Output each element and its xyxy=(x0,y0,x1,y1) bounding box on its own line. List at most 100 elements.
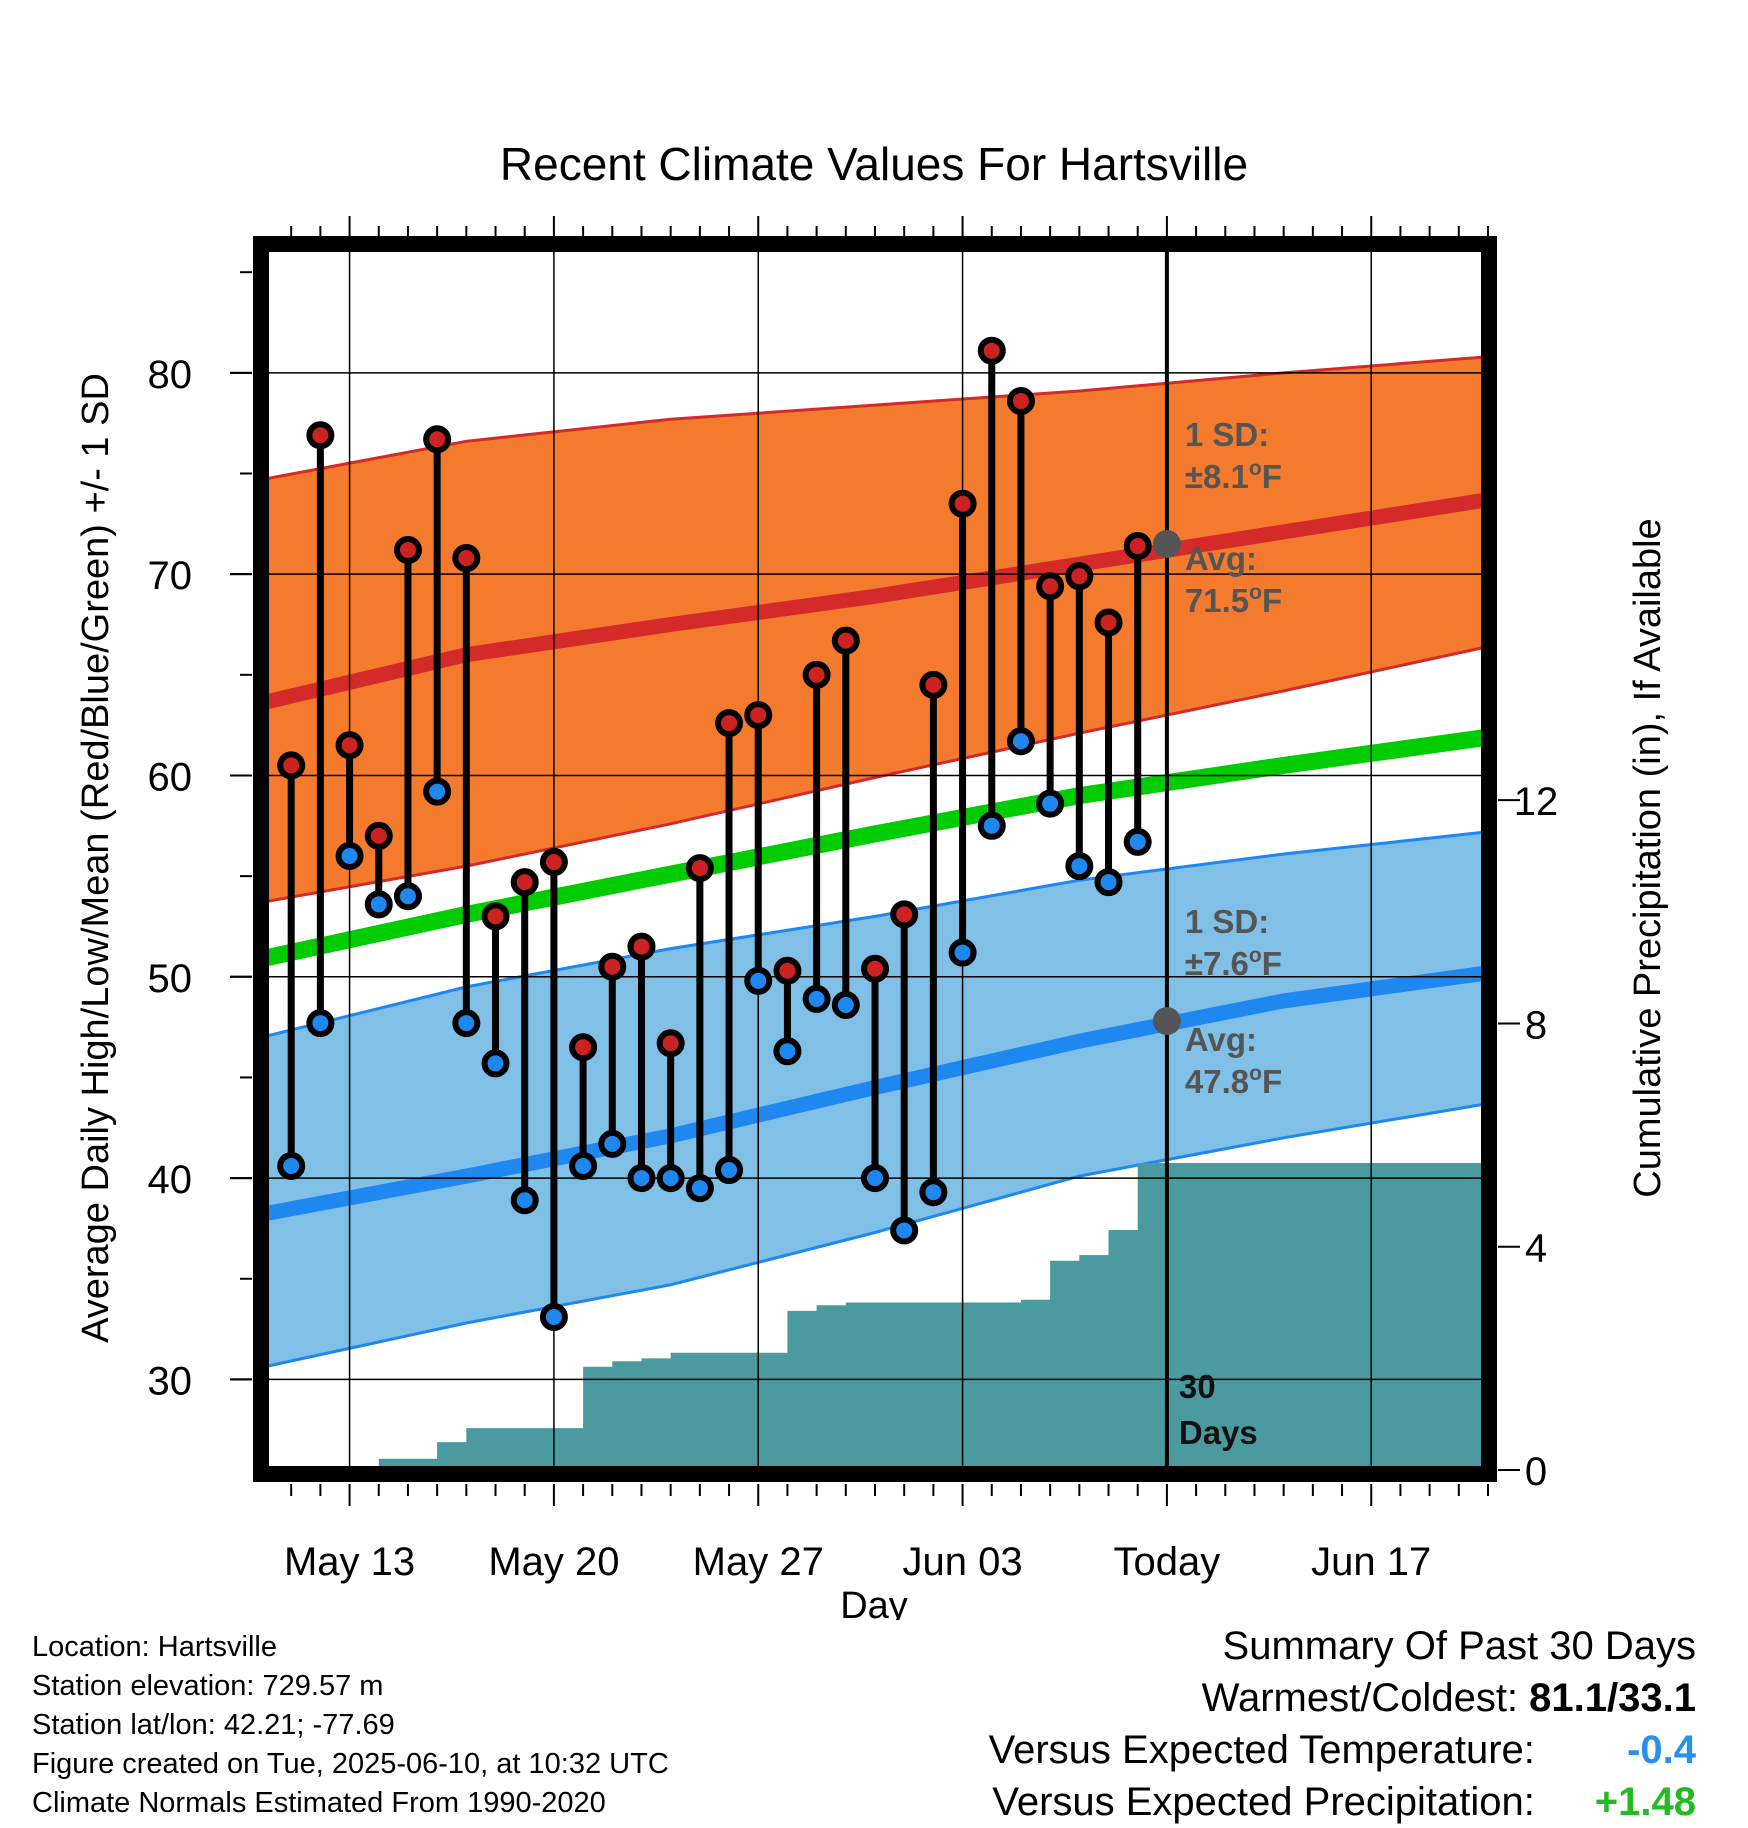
x-tick-label: Today xyxy=(1114,1540,1221,1584)
warmest-value: 81.1/33.1 xyxy=(1529,1676,1696,1720)
low-point xyxy=(656,1164,685,1193)
y-tick-label: 50 xyxy=(148,957,193,1001)
daily-bar xyxy=(977,336,1006,840)
high-point xyxy=(773,956,802,985)
daily-bar xyxy=(364,821,393,919)
daily-bar xyxy=(744,701,773,995)
low-point xyxy=(1006,727,1035,756)
low-point xyxy=(306,1009,335,1038)
low-avg-label: Avg: xyxy=(1185,1021,1257,1058)
daily-bar xyxy=(715,709,744,1185)
temp-value: -0.4 xyxy=(1627,1728,1696,1772)
daily-bar xyxy=(277,751,306,1181)
daily-bar xyxy=(1006,387,1035,756)
summary-temp-row: Versus Expected Temperature: -0.4 xyxy=(989,1724,1696,1776)
daily-bar xyxy=(1123,531,1152,856)
axes: 30 40 50 60 70 80 0 4 8 12 May 13 May 20 May 27 Jun 0… xyxy=(148,216,1559,1584)
summary-warmest-row: Warmest/Coldest: 81.1/33.1 xyxy=(989,1672,1696,1724)
high-point xyxy=(1094,608,1123,637)
y2-tick-label: 12 xyxy=(1514,780,1559,824)
high-point xyxy=(685,854,714,883)
low-point xyxy=(1123,827,1152,856)
low-point xyxy=(364,890,393,919)
y2-tick-label: 8 xyxy=(1525,1003,1547,1047)
low-point xyxy=(715,1156,744,1185)
plot-frame xyxy=(253,236,1497,1482)
high-point xyxy=(510,868,539,897)
high-sd-label: 1 SD: xyxy=(1185,416,1269,453)
high-point xyxy=(452,544,481,573)
y-axis-label: Average Daily High/Low/Mean (Red/Blue/Gr… xyxy=(75,373,117,1343)
high-point xyxy=(364,821,393,850)
daily-bar xyxy=(306,421,335,1038)
daily-bar xyxy=(1094,608,1123,897)
daily-bar xyxy=(393,536,422,911)
climate-chart: Recent Climate Values For Hartsville 1 S… xyxy=(75,138,1669,1620)
y-tick-label: 30 xyxy=(148,1359,193,1403)
low-point xyxy=(598,1129,627,1158)
daily-bar xyxy=(890,900,919,1245)
high-point xyxy=(335,731,364,760)
high-avg-label: Avg: xyxy=(1185,540,1257,577)
high-point xyxy=(890,900,919,929)
latlon-text: Station lat/lon: 42.21; -77.69 xyxy=(32,1709,395,1741)
high-point xyxy=(598,952,627,981)
daily-bar xyxy=(569,1033,598,1181)
created-text: Figure created on Tue, 2025-06-10, at 10… xyxy=(32,1748,669,1780)
daily-bar xyxy=(1065,562,1094,881)
low-point xyxy=(627,1164,656,1193)
daily-bar xyxy=(481,902,510,1078)
low-sd-value: ±7.6oF xyxy=(1185,944,1282,982)
low-point xyxy=(948,938,977,967)
precip-label: Versus Expected Precipitation: xyxy=(992,1780,1535,1824)
temp-label: Versus Expected Temperature: xyxy=(988,1728,1535,1772)
low-point xyxy=(539,1303,568,1332)
high-point xyxy=(306,421,335,450)
high-point xyxy=(569,1033,598,1062)
low-point xyxy=(1094,868,1123,897)
y-tick-label: 80 xyxy=(148,353,193,397)
precip-area xyxy=(349,1163,1488,1470)
y2-tick-label: 0 xyxy=(1525,1450,1547,1494)
high-point xyxy=(423,425,452,454)
plot-area xyxy=(262,355,1488,1470)
daily-bar xyxy=(685,854,714,1203)
high-point xyxy=(1006,387,1035,416)
high-point xyxy=(977,336,1006,365)
low-point xyxy=(831,990,860,1019)
x-tick-label: May 20 xyxy=(488,1540,619,1584)
high-point xyxy=(539,848,568,877)
y-tick-label: 40 xyxy=(148,1158,193,1202)
low-point xyxy=(569,1152,598,1181)
low-point xyxy=(919,1178,948,1207)
daily-bar xyxy=(423,425,452,806)
high-point xyxy=(744,701,773,730)
low-avg-value: 47.8oF xyxy=(1185,1062,1282,1100)
summary-title: Summary Of Past 30 Days xyxy=(1222,1624,1696,1668)
high-point xyxy=(1065,562,1094,591)
low-point xyxy=(452,1009,481,1038)
daily-bar xyxy=(539,848,568,1332)
daily-bar xyxy=(831,626,860,1019)
days-label-number: 30 xyxy=(1179,1368,1216,1405)
low-sd-label: 1 SD: xyxy=(1185,903,1269,940)
daily-bar xyxy=(598,952,627,1158)
high-point xyxy=(277,751,306,780)
daily-bar xyxy=(802,660,831,1013)
daily-bar xyxy=(861,954,889,1193)
daily-bar xyxy=(627,932,656,1193)
low-point xyxy=(744,966,773,995)
precip-value: +1.48 xyxy=(1594,1780,1696,1824)
x-tick-label: Jun 03 xyxy=(903,1540,1023,1584)
low-point xyxy=(890,1216,919,1245)
low-point xyxy=(481,1049,510,1078)
high-point xyxy=(1123,531,1152,560)
elevation-text: Station elevation: 729.57 m xyxy=(32,1670,384,1702)
low-point xyxy=(423,777,452,806)
y2-axis-label: Cumulative Precipitation (in), If Availa… xyxy=(1627,518,1669,1197)
x-tick-label: Jun 17 xyxy=(1311,1540,1431,1584)
y-tick-label: 70 xyxy=(148,554,193,598)
high-point xyxy=(802,660,831,689)
high-point xyxy=(831,626,860,655)
low-point xyxy=(685,1174,714,1203)
